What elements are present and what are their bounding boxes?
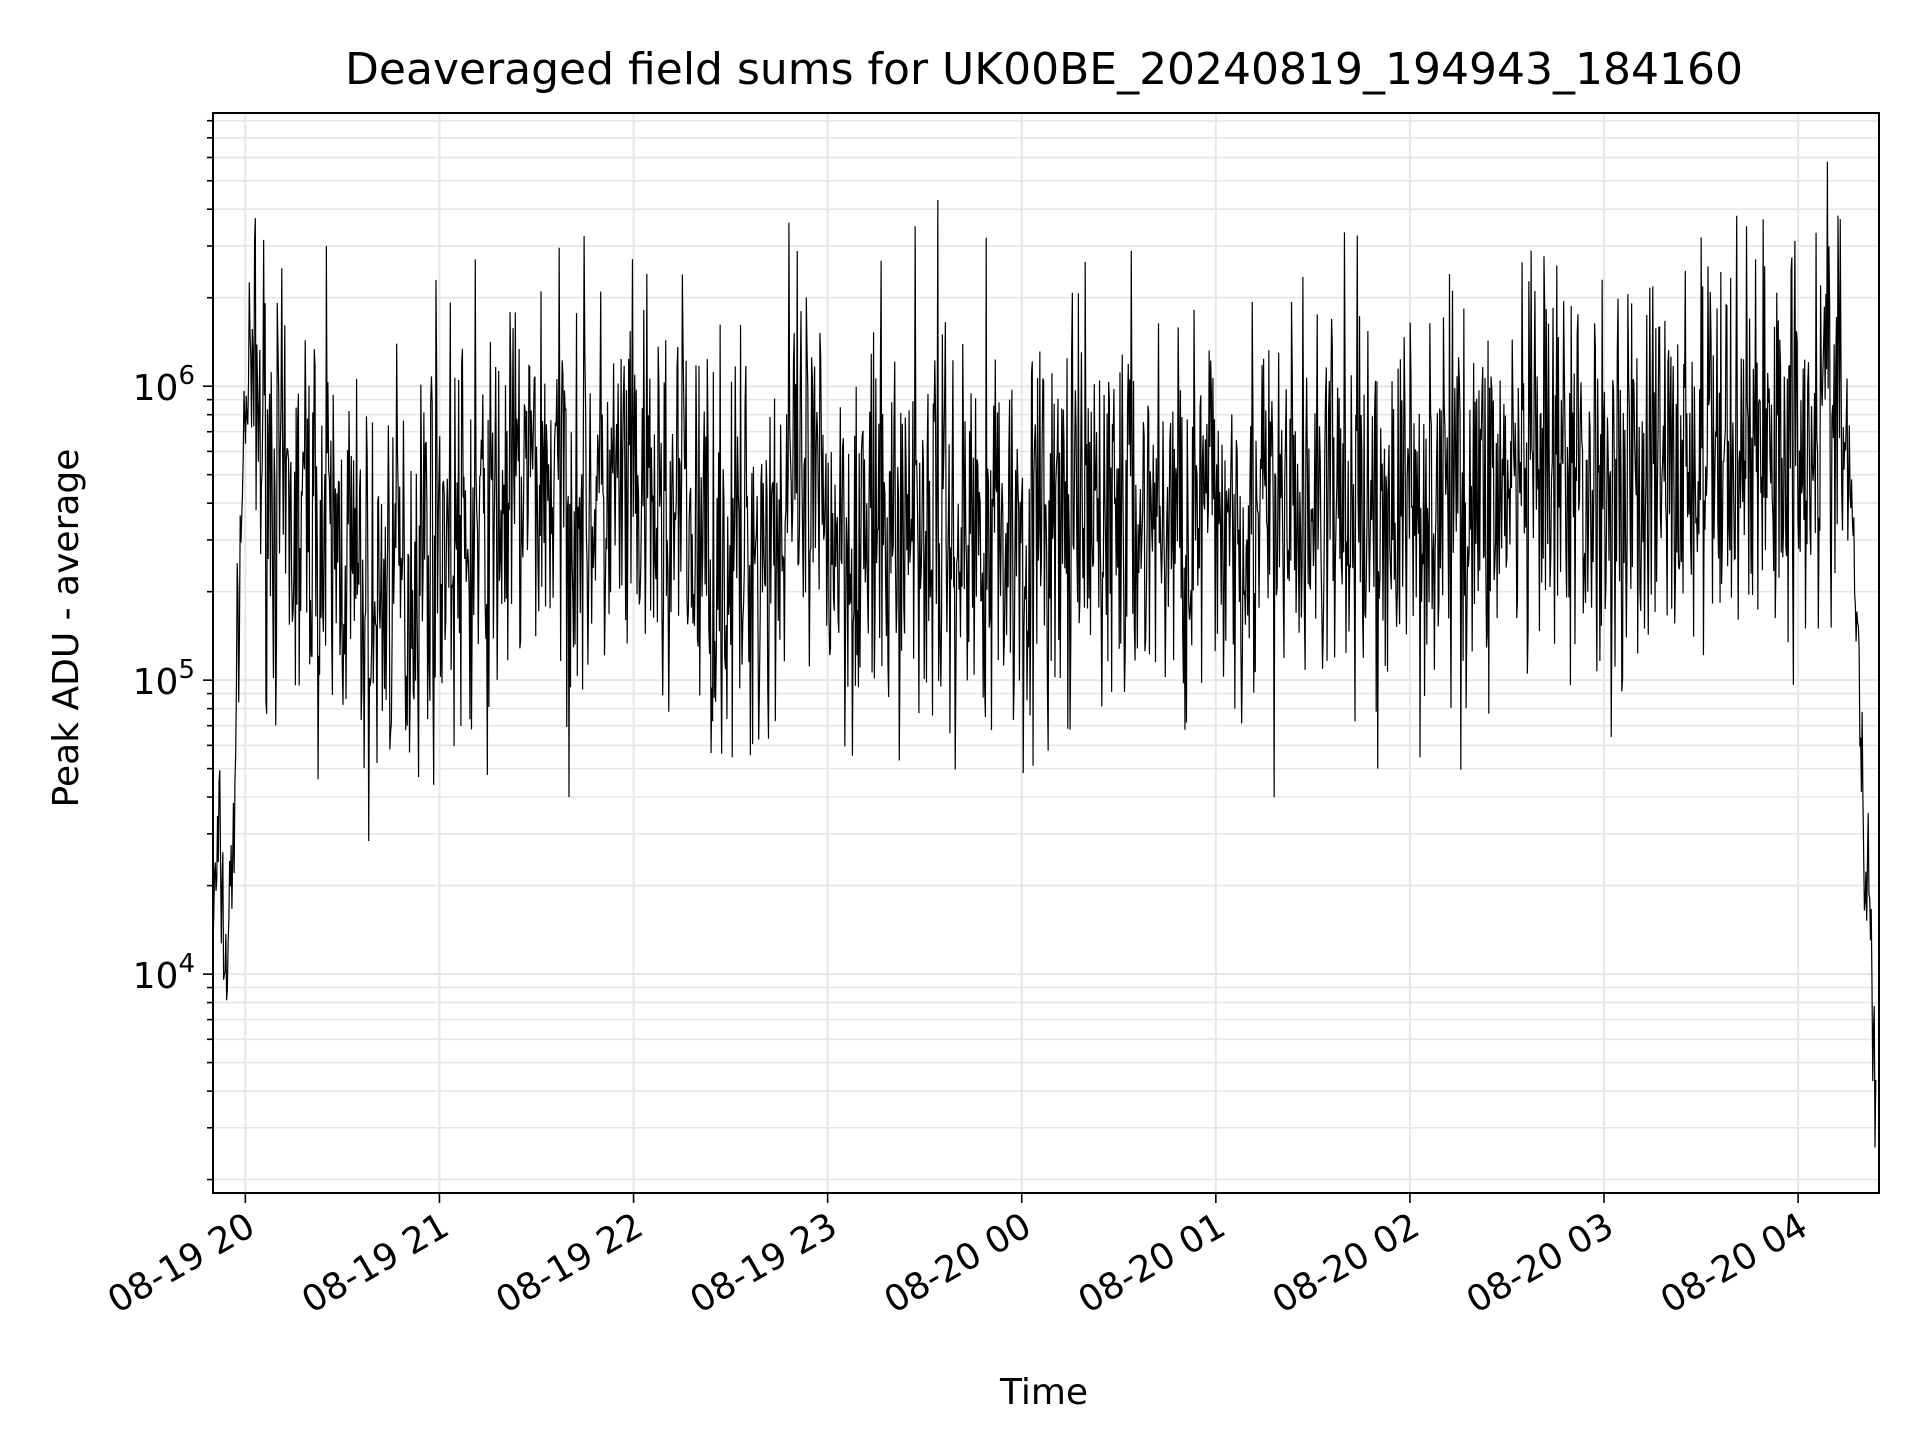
y-tick-label: 105: [133, 655, 195, 703]
y-tick-base: 10: [133, 368, 179, 409]
y-tick-base: 10: [133, 956, 179, 997]
x-tick-label: 08-20 03: [1460, 1205, 1621, 1321]
x-tick-label: 08-20 00: [878, 1205, 1039, 1321]
y-tick-exponent: 4: [178, 949, 195, 979]
chart-title: Deaveraged field sums for UK00BE_2024081…: [345, 44, 1743, 95]
y-tick-label: 106: [133, 361, 195, 409]
y-tick-label: 104: [133, 949, 195, 997]
x-tick-label: 08-19 23: [683, 1205, 844, 1321]
x-tick-label: 08-20 01: [1072, 1205, 1233, 1321]
x-axis: 08-19 20 08-19 21 08-19 22 08-19 23 08-20 00…: [101, 1193, 1815, 1322]
x-tick-label: 08-19 20: [101, 1205, 262, 1321]
x-tick-label: 08-19 22: [489, 1205, 650, 1321]
x-tick-label: 08-20 02: [1266, 1205, 1427, 1321]
series-line: [212, 161, 1877, 1148]
plot-frame: [212, 112, 1880, 1194]
y-tick-exponent: 6: [178, 361, 195, 391]
x-tick-label: 08-20 04: [1654, 1205, 1815, 1321]
grid-lines: [213, 113, 1879, 1193]
x-axis-label: Time: [999, 1372, 1088, 1413]
y-tick-base: 10: [133, 662, 179, 703]
y-tick-exponent: 5: [178, 655, 195, 685]
y-axis-label: Peak ADU - average: [46, 449, 87, 808]
x-tick-label: 08-19 21: [295, 1205, 456, 1321]
